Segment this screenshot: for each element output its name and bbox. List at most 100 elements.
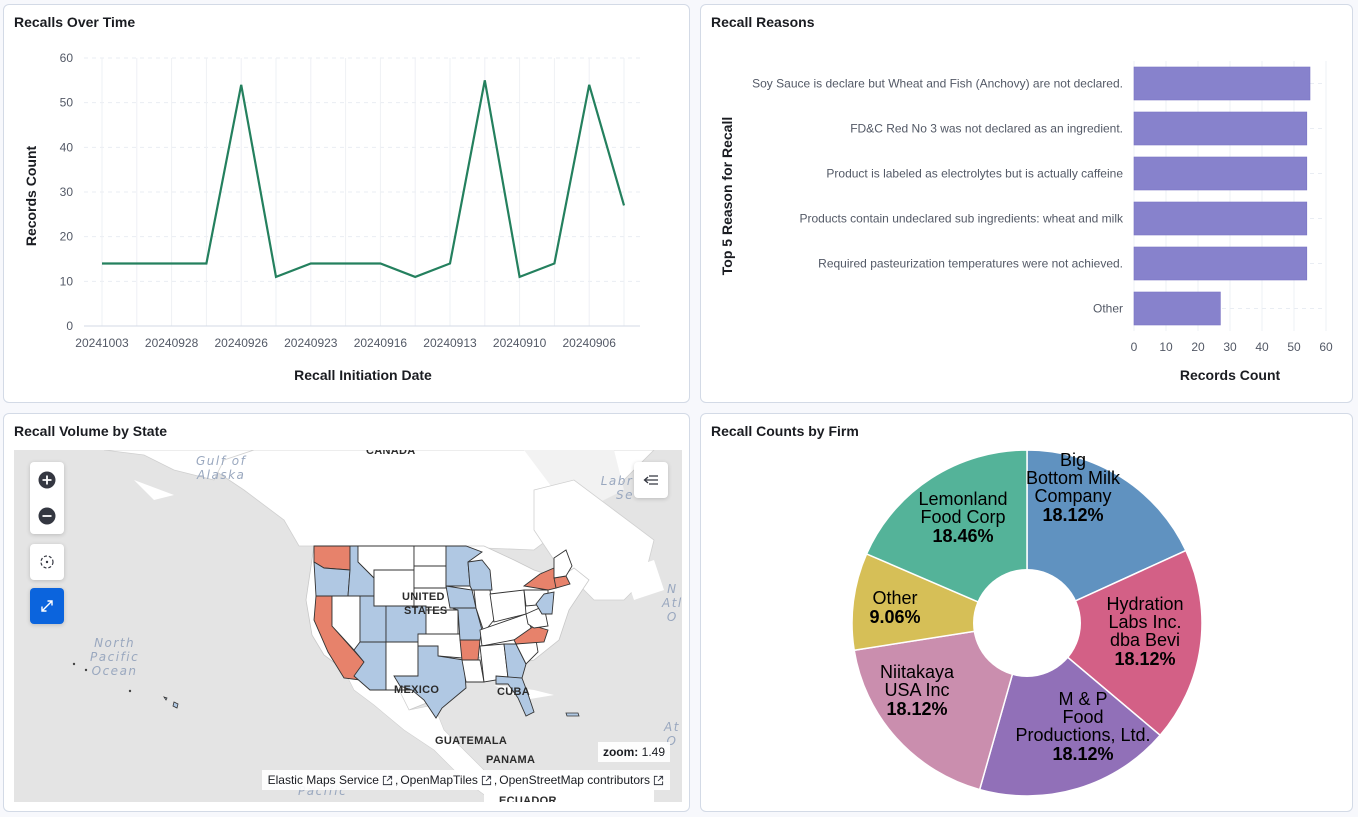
x-tick-label: 50: [1287, 340, 1301, 354]
map-label-united: UNITED: [402, 591, 445, 603]
map-label-guatemala: GUATEMALA: [435, 735, 508, 747]
donut-slice[interactable]: [865, 449, 1028, 625]
attribution-link-elastic-maps[interactable]: Elastic Maps Service: [268, 773, 393, 787]
state-maryland-nj[interactable]: [535, 591, 555, 615]
set-view-button[interactable]: [30, 544, 64, 580]
state-new-england[interactable]: [553, 549, 573, 579]
panel-recall-reasons: Recall Reasons Soy Sauce is declare but …: [700, 4, 1353, 403]
state-texas[interactable]: [393, 645, 467, 719]
zoom-out-button[interactable]: [30, 498, 64, 534]
slice-label: Niitakaya USA Inc 18.12%: [880, 662, 955, 719]
state-florida[interactable]: [495, 675, 535, 717]
x-tick-label: 20240916: [354, 336, 408, 350]
bar[interactable]: [1133, 111, 1308, 146]
bar[interactable]: [1133, 246, 1308, 281]
category-label: Required pasteurization temperatures wer…: [818, 257, 1123, 271]
x-tick-label: 0: [1131, 340, 1138, 354]
plus-icon: [38, 471, 56, 489]
x-tick-label: 20240928: [145, 336, 199, 350]
x-axis-title: Records Count: [1180, 367, 1281, 383]
y-tick-label: 40: [60, 140, 74, 154]
slice-percent: 18.46%: [932, 526, 993, 546]
fit-to-data-button[interactable]: [30, 588, 64, 624]
slice-percent: 18.12%: [1052, 744, 1113, 764]
chart-grid: [84, 57, 640, 327]
land-puerto-rico: [565, 712, 580, 717]
panel-title: Recall Reasons: [711, 14, 815, 30]
zoom-controls: [30, 462, 64, 534]
y-tick-label: 60: [60, 51, 74, 65]
state-arkansas[interactable]: [459, 639, 481, 661]
bar[interactable]: [1133, 156, 1308, 191]
donut-chart: Big Bottom Milk Company 18.12% Hydration Labs…: [851, 449, 1203, 797]
donut-slice[interactable]: [853, 622, 1029, 791]
slice-percent: 18.12%: [1114, 649, 1175, 669]
y-axis-title: Records Count: [23, 145, 39, 246]
map-attribution: Elastic Maps Service , OpenMapTiles , Op…: [261, 770, 670, 790]
chart-grid: [1133, 61, 1327, 331]
zoom-level-value: 1.49: [641, 745, 665, 759]
y-tick-label: 20: [60, 230, 74, 244]
map-label-panama: PANAMA: [486, 754, 536, 766]
state-wisconsin[interactable]: [467, 559, 493, 591]
donut-slices: [851, 449, 1203, 797]
bar[interactable]: [1133, 201, 1308, 236]
bar-series: [1133, 66, 1311, 326]
map-basemap: [72, 450, 664, 802]
panel-recall-counts-by-firm: Recall Counts by Firm Big Bottom Milk Comp…: [700, 413, 1353, 812]
zoom-level-indicator: zoom: 1.49: [597, 742, 670, 762]
ocean-label-atlantic-lower: At O: [664, 720, 680, 748]
x-tick-label: 20240926: [215, 336, 269, 350]
bar-chart: Soy Sauce is declare but Wheat and Fish …: [719, 61, 1333, 383]
ocean-label-labrador: Labr Se: [600, 474, 634, 502]
state-layer: [313, 545, 573, 719]
map-label-mexico: MEXICO: [394, 684, 440, 696]
x-tick-label: 30: [1223, 340, 1237, 354]
y-tick-label: 30: [60, 185, 74, 199]
donut-slice[interactable]: [1026, 449, 1187, 625]
x-axis-ticks: 20241003 20240928 20240926 20240923 20240916…: [75, 336, 616, 350]
y-tick-label: 0: [66, 319, 73, 333]
state-south-dakota[interactable]: [413, 565, 447, 589]
state-louisiana[interactable]: [461, 659, 485, 683]
x-tick-label: 20241003: [75, 336, 129, 350]
category-label: Soy Sauce is declare but Wheat and Fish …: [752, 77, 1123, 91]
attribution-link-openstreetmap[interactable]: OpenStreetMap contributors: [499, 773, 664, 787]
x-tick-label: 20240910: [493, 336, 547, 350]
layer-control-button[interactable]: [634, 462, 668, 498]
zoom-in-button[interactable]: [30, 462, 64, 498]
land-hawaii-dot: [128, 689, 132, 693]
land-hawaii: [163, 696, 179, 709]
x-tick-label: 20240913: [423, 336, 477, 350]
x-tick-label: 20240906: [563, 336, 617, 350]
slice-label: Other 9.06%: [869, 588, 920, 627]
crosshair-icon: [40, 555, 54, 569]
panel-recall-volume-by-state: Recall Volume by State: [3, 413, 690, 812]
land-hawaii-dot: [84, 668, 88, 672]
x-tick-label: 10: [1159, 340, 1173, 354]
state-georgia[interactable]: [503, 643, 527, 679]
panel-recalls-over-time: Recalls Over Time 0 10 20 30 40 50 60 20241003…: [3, 4, 690, 403]
bar[interactable]: [1133, 291, 1221, 326]
y-axis-categories: Soy Sauce is declare but Wheat and Fish …: [752, 77, 1124, 316]
line-series[interactable]: [102, 80, 626, 279]
slice-percent: 18.12%: [886, 699, 947, 719]
donut-labels: Big Bottom Milk Company 18.12% Hydration Labs…: [869, 450, 1183, 764]
land-alaska-coast: [103, 450, 255, 481]
slice-percent: 9.06%: [869, 607, 920, 627]
state-north-carolina[interactable]: [513, 625, 549, 645]
x-tick-label: 40: [1255, 340, 1269, 354]
expand-diagonal-icon: [41, 600, 53, 612]
map-label-states: STATES: [404, 605, 448, 617]
map-canvas[interactable]: CANADA UNITED STATES MEXICO CUBA GUATEMA…: [14, 450, 682, 802]
donut-slice[interactable]: [1025, 549, 1203, 737]
slice-percent: 18.12%: [1042, 505, 1103, 525]
state-illinois[interactable]: [473, 589, 495, 633]
land-newfoundland: [624, 560, 664, 600]
attribution-link-openmaptiles[interactable]: OpenMapTiles: [400, 773, 492, 787]
x-axis-title: Recall Initiation Date: [294, 367, 432, 383]
state-north-dakota[interactable]: [413, 545, 447, 567]
x-tick-label: 60: [1319, 340, 1333, 354]
y-axis-ticks: 0 10 20 30 40 50 60: [60, 51, 74, 333]
bar[interactable]: [1133, 66, 1311, 101]
